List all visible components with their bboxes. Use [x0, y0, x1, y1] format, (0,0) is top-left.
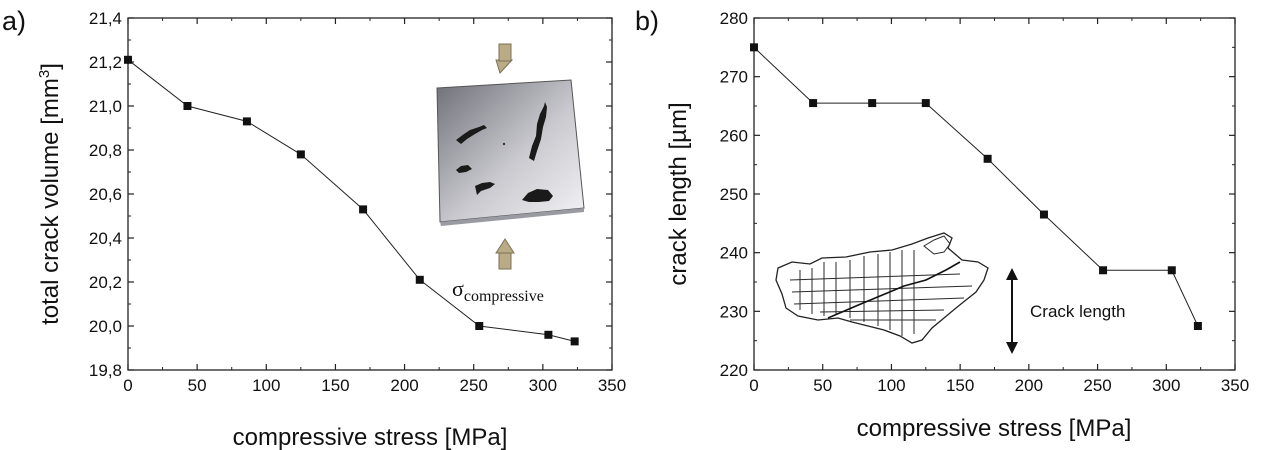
x-tick-label: 300	[1152, 376, 1180, 395]
plate-edge	[440, 208, 584, 226]
data-point	[750, 43, 758, 52]
panel-a-chart: a) 19,820,020,220,420,620,821,021,221,4 …	[2, 6, 626, 450]
data-point	[296, 150, 305, 159]
x-tick-label: 250	[1083, 376, 1111, 395]
y-tick-label: 20,6	[89, 185, 122, 204]
arrow-up-icon	[495, 238, 515, 254]
x-tick-label: 0	[749, 376, 758, 395]
arrow-down-shaft	[498, 43, 512, 62]
crack-shape	[529, 102, 547, 161]
x-tick-label: 350	[1221, 376, 1249, 395]
panel-b-chart: b) 220 230 240 250 260 270 280 0 50 100 150 200 250…	[635, 6, 1249, 442]
data-point	[475, 322, 484, 330]
y-tick-label: 21,4	[89, 9, 122, 28]
y-tick-label: 20,8	[89, 141, 122, 160]
crack-outline-inset	[775, 232, 989, 344]
data-point	[983, 154, 992, 163]
specimen-plate	[436, 79, 585, 223]
x-tick-label: 300	[529, 376, 557, 395]
x-axis-label-b: compressive stress [MPa]	[857, 415, 1132, 442]
panel-a-label: a)	[2, 6, 26, 36]
data-point	[1099, 266, 1108, 275]
panel-b-label: b)	[635, 6, 659, 36]
crack-outline	[775, 232, 989, 344]
x-tick-label: 0	[123, 376, 132, 395]
y-tick-label: 19,8	[89, 361, 122, 380]
x-tick-label: 100	[252, 376, 280, 395]
x-tick-label: 50	[813, 376, 832, 395]
crack-dot	[502, 142, 506, 146]
data-point	[868, 99, 877, 108]
data-point	[1039, 210, 1048, 219]
x-tick-label: 150	[321, 376, 349, 395]
x-tick-label: 200	[1015, 376, 1043, 395]
crack-shape	[475, 182, 495, 195]
y-tick-label: 240	[720, 244, 748, 263]
y-tick-label: 20,0	[89, 317, 122, 336]
y-tick-label: 21,2	[89, 53, 122, 72]
data-point	[570, 337, 579, 346]
data-point	[921, 99, 930, 108]
data-point	[415, 275, 424, 284]
crack-shape	[456, 125, 487, 144]
data-point	[809, 99, 818, 108]
y-axis-label-a: total crack volume [mm3]	[36, 63, 64, 325]
crack-shape	[522, 189, 553, 202]
x-tick-label: 50	[188, 376, 207, 395]
y-tick-label: 230	[720, 302, 748, 321]
x-tick-label: 350	[598, 376, 626, 395]
data-point	[242, 117, 251, 126]
arrow-down-icon	[495, 59, 514, 74]
y-tick-label: 20,2	[89, 273, 122, 292]
crack-length-arrow-icon	[1006, 268, 1018, 354]
y-tick-label: 21,0	[89, 97, 122, 116]
y-tick-label: 20,4	[89, 229, 122, 248]
crack-front-line	[827, 261, 961, 319]
y-axis-label-b: crack length [µm]	[665, 102, 692, 285]
data-point	[1167, 266, 1176, 275]
data-point	[544, 330, 553, 339]
crack-shape	[456, 165, 472, 173]
data-point	[359, 205, 368, 214]
x-tick-label: 250	[460, 376, 488, 395]
y-tick-label: 250	[720, 185, 748, 204]
y-tick-label: 260	[720, 126, 748, 145]
y-tick-label: 280	[720, 9, 748, 28]
x-tick-label: 200	[390, 376, 418, 395]
crack-plate-inset: σcompressive	[436, 43, 585, 305]
sigma-label: σcompressive	[452, 276, 544, 305]
data-point	[1193, 322, 1202, 330]
crack-length-note: Crack length	[1030, 302, 1125, 321]
data-point	[124, 55, 132, 64]
y-tick-label: 220	[720, 361, 748, 380]
y-tick-label: 270	[720, 68, 748, 87]
crack-outline-detail	[923, 235, 951, 255]
x-tick-label: 150	[946, 376, 974, 395]
data-point	[183, 102, 192, 110]
x-tick-label: 100	[877, 376, 905, 395]
x-axis-label-a: compressive stress [MPa]	[233, 424, 508, 450]
arrow-up-shaft	[498, 251, 512, 270]
crack-inner-lines	[789, 273, 973, 321]
